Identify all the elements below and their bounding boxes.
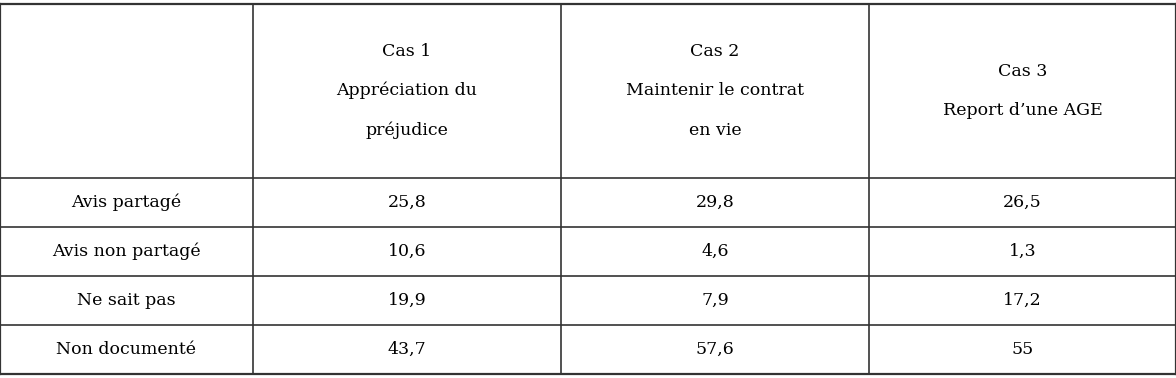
Text: 25,8: 25,8 bbox=[388, 194, 426, 211]
Text: Avis partagé: Avis partagé bbox=[72, 194, 181, 211]
Text: Ne sait pas: Ne sait pas bbox=[78, 292, 175, 309]
Text: 55: 55 bbox=[1011, 341, 1034, 358]
Text: Cas 3

Report d’une AGE: Cas 3 Report d’une AGE bbox=[943, 63, 1102, 119]
Text: Avis non partagé: Avis non partagé bbox=[52, 243, 201, 260]
Text: Non documenté: Non documenté bbox=[56, 341, 196, 358]
Text: 10,6: 10,6 bbox=[388, 243, 426, 260]
Text: 7,9: 7,9 bbox=[701, 292, 729, 309]
Text: 57,6: 57,6 bbox=[696, 341, 734, 358]
Text: 29,8: 29,8 bbox=[696, 194, 734, 211]
Text: Cas 1

Appréciation du

préjudice: Cas 1 Appréciation du préjudice bbox=[336, 43, 477, 139]
Text: 17,2: 17,2 bbox=[1003, 292, 1042, 309]
Text: Cas 2

Maintenir le contrat

en vie: Cas 2 Maintenir le contrat en vie bbox=[626, 43, 804, 138]
Text: 19,9: 19,9 bbox=[388, 292, 426, 309]
Text: 43,7: 43,7 bbox=[388, 341, 426, 358]
Text: 4,6: 4,6 bbox=[701, 243, 729, 260]
Text: 1,3: 1,3 bbox=[1009, 243, 1036, 260]
Text: 26,5: 26,5 bbox=[1003, 194, 1042, 211]
